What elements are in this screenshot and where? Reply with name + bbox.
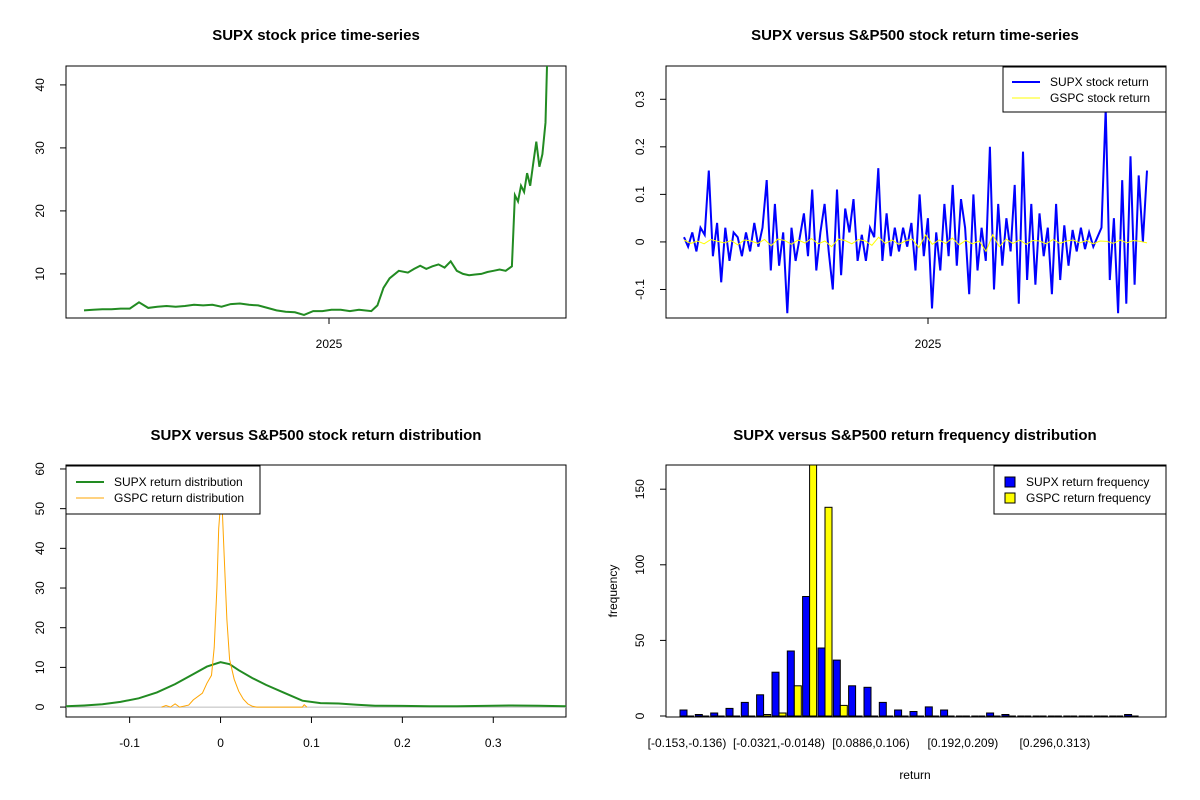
gspc-density-line: [161, 504, 308, 708]
axis-ticks: 10 20 30 40 2025: [33, 78, 343, 351]
supx-bar: [694, 714, 703, 717]
y-tick-label: 40: [33, 541, 47, 555]
supx-bar: [1124, 714, 1133, 717]
plot-marks: [683, 108, 1148, 314]
axis-ticks: 0 10 20 30 40 50 60 -0.1 0 0.1 0.2 0.3: [33, 462, 502, 750]
supx-bar: [848, 685, 857, 717]
chart-title: SUPX versus S&P500 stock return distribu…: [151, 427, 482, 444]
plot-marks: [65, 504, 567, 708]
plot-marks: [83, 65, 548, 316]
axis-ticks: -0.1 0 0.1 0.2 0.3 2025: [633, 91, 942, 351]
y-tick-label: 0: [633, 238, 647, 245]
y-tick-label: 40: [33, 78, 47, 92]
y-tick-label: 20: [33, 621, 47, 635]
x-tick-label: [-0.153,-0.136): [648, 736, 727, 750]
y-axis-label: frequency: [606, 565, 620, 618]
plot-marks: [679, 464, 1139, 717]
chart-title: SUPX stock price time-series: [212, 27, 420, 44]
x-tick-label: [0.192,0.209): [928, 736, 999, 750]
panel-price-time-series: SUPX stock price time-series 10 20 30 40 202…: [33, 27, 567, 351]
y-tick-label: 30: [33, 141, 47, 155]
supx-bar: [740, 701, 749, 717]
supx-bar: [756, 694, 765, 717]
supx-bar: [771, 671, 780, 717]
x-tick-label: 0.1: [303, 736, 320, 750]
y-tick-label: 0.1: [633, 186, 647, 203]
y-tick-label: 20: [33, 204, 47, 218]
gspc-bar: [763, 714, 772, 717]
x-tick-label: [0.296,0.313): [1020, 736, 1091, 750]
supx-bar: [725, 707, 734, 717]
legend-label-gspc: GSPC stock return: [1050, 91, 1150, 105]
legend: SUPX return frequency GSPC return freque…: [993, 465, 1167, 515]
plot-box: [65, 65, 567, 319]
supx-bar: [894, 709, 903, 717]
x-tick-label: -0.1: [119, 736, 140, 750]
gspc-return-line: [683, 233, 1148, 253]
supx-bar: [832, 659, 841, 717]
supx-bar: [863, 686, 872, 717]
y-tick-label: 30: [33, 581, 47, 595]
x-tick-label: 0.3: [485, 736, 502, 750]
supx-return-line: [683, 108, 1148, 314]
y-tick-label: 0: [633, 712, 647, 719]
x-tick-label: 0.2: [394, 736, 411, 750]
gspc-bar: [778, 712, 787, 717]
supx-bar: [1001, 714, 1010, 717]
y-tick-label: 100: [633, 554, 647, 574]
gspc-bar: [809, 464, 818, 717]
price-line: [83, 65, 548, 316]
gspc-bar: [839, 704, 848, 717]
x-tick-label: 2025: [915, 337, 942, 351]
y-tick-label: 50: [33, 502, 47, 516]
legend-box: [65, 465, 261, 515]
y-tick-label: -0.1: [633, 279, 647, 300]
y-tick-label: 10: [33, 660, 47, 674]
gspc-bar: [824, 506, 833, 717]
chart-title: SUPX versus S&P500 return frequency dist…: [733, 427, 1096, 444]
y-tick-label: 0.3: [633, 91, 647, 108]
y-tick-label: 60: [33, 462, 47, 476]
panel-return-distribution: SUPX versus S&P500 stock return distribu…: [33, 427, 567, 750]
gspc-bar: [793, 685, 802, 717]
x-tick-label: [-0.0321,-0.0148): [733, 736, 825, 750]
supx-bar: [924, 706, 933, 717]
supx-bar: [786, 650, 795, 717]
y-tick-label: 50: [633, 633, 647, 647]
supx-bar: [802, 596, 811, 717]
supx-bar: [710, 712, 719, 717]
axis-ticks: 0 50 100 150 [-0.153,-0.136) [-0.0321,-0.0148…: [633, 479, 1090, 750]
supx-bar: [817, 647, 826, 717]
supx-bar: [679, 709, 688, 717]
legend: SUPX return distribution GSPC return dis…: [65, 465, 261, 515]
legend-label-supx: SUPX return distribution: [114, 475, 243, 489]
y-tick-label: 10: [33, 267, 47, 281]
legend-label-supx: SUPX stock return: [1050, 75, 1149, 89]
x-axis-label: return: [899, 768, 930, 782]
y-tick-label: 0: [33, 703, 47, 710]
y-tick-label: 150: [633, 479, 647, 499]
panel-return-time-series: SUPX versus S&P500 stock return time-ser…: [633, 27, 1167, 351]
x-tick-label: [0.0886,0.106): [832, 736, 909, 750]
x-tick-label: 0: [217, 736, 224, 750]
legend-box: [1002, 66, 1167, 113]
panel-return-frequency: SUPX versus S&P500 return frequency dist…: [606, 427, 1167, 782]
legend-swatch-gspc: [1004, 492, 1016, 504]
legend-swatch-supx: [1004, 476, 1016, 488]
y-tick-label: 0.2: [633, 138, 647, 155]
supx-density-line: [65, 661, 567, 708]
legend-label-supx: SUPX return frequency: [1026, 475, 1149, 489]
legend-label-gspc: GSPC return distribution: [114, 491, 244, 505]
chart-title: SUPX versus S&P500 stock return time-ser…: [751, 27, 1079, 44]
legend-box: [993, 465, 1167, 515]
supx-bar: [986, 712, 995, 717]
supx-bar: [940, 709, 949, 717]
supx-bar: [909, 711, 918, 717]
supx-bar: [878, 701, 887, 717]
legend: SUPX stock return GSPC stock return: [1002, 66, 1167, 113]
x-tick-label: 2025: [316, 337, 343, 351]
legend-label-gspc: GSPC return frequency: [1026, 491, 1151, 505]
